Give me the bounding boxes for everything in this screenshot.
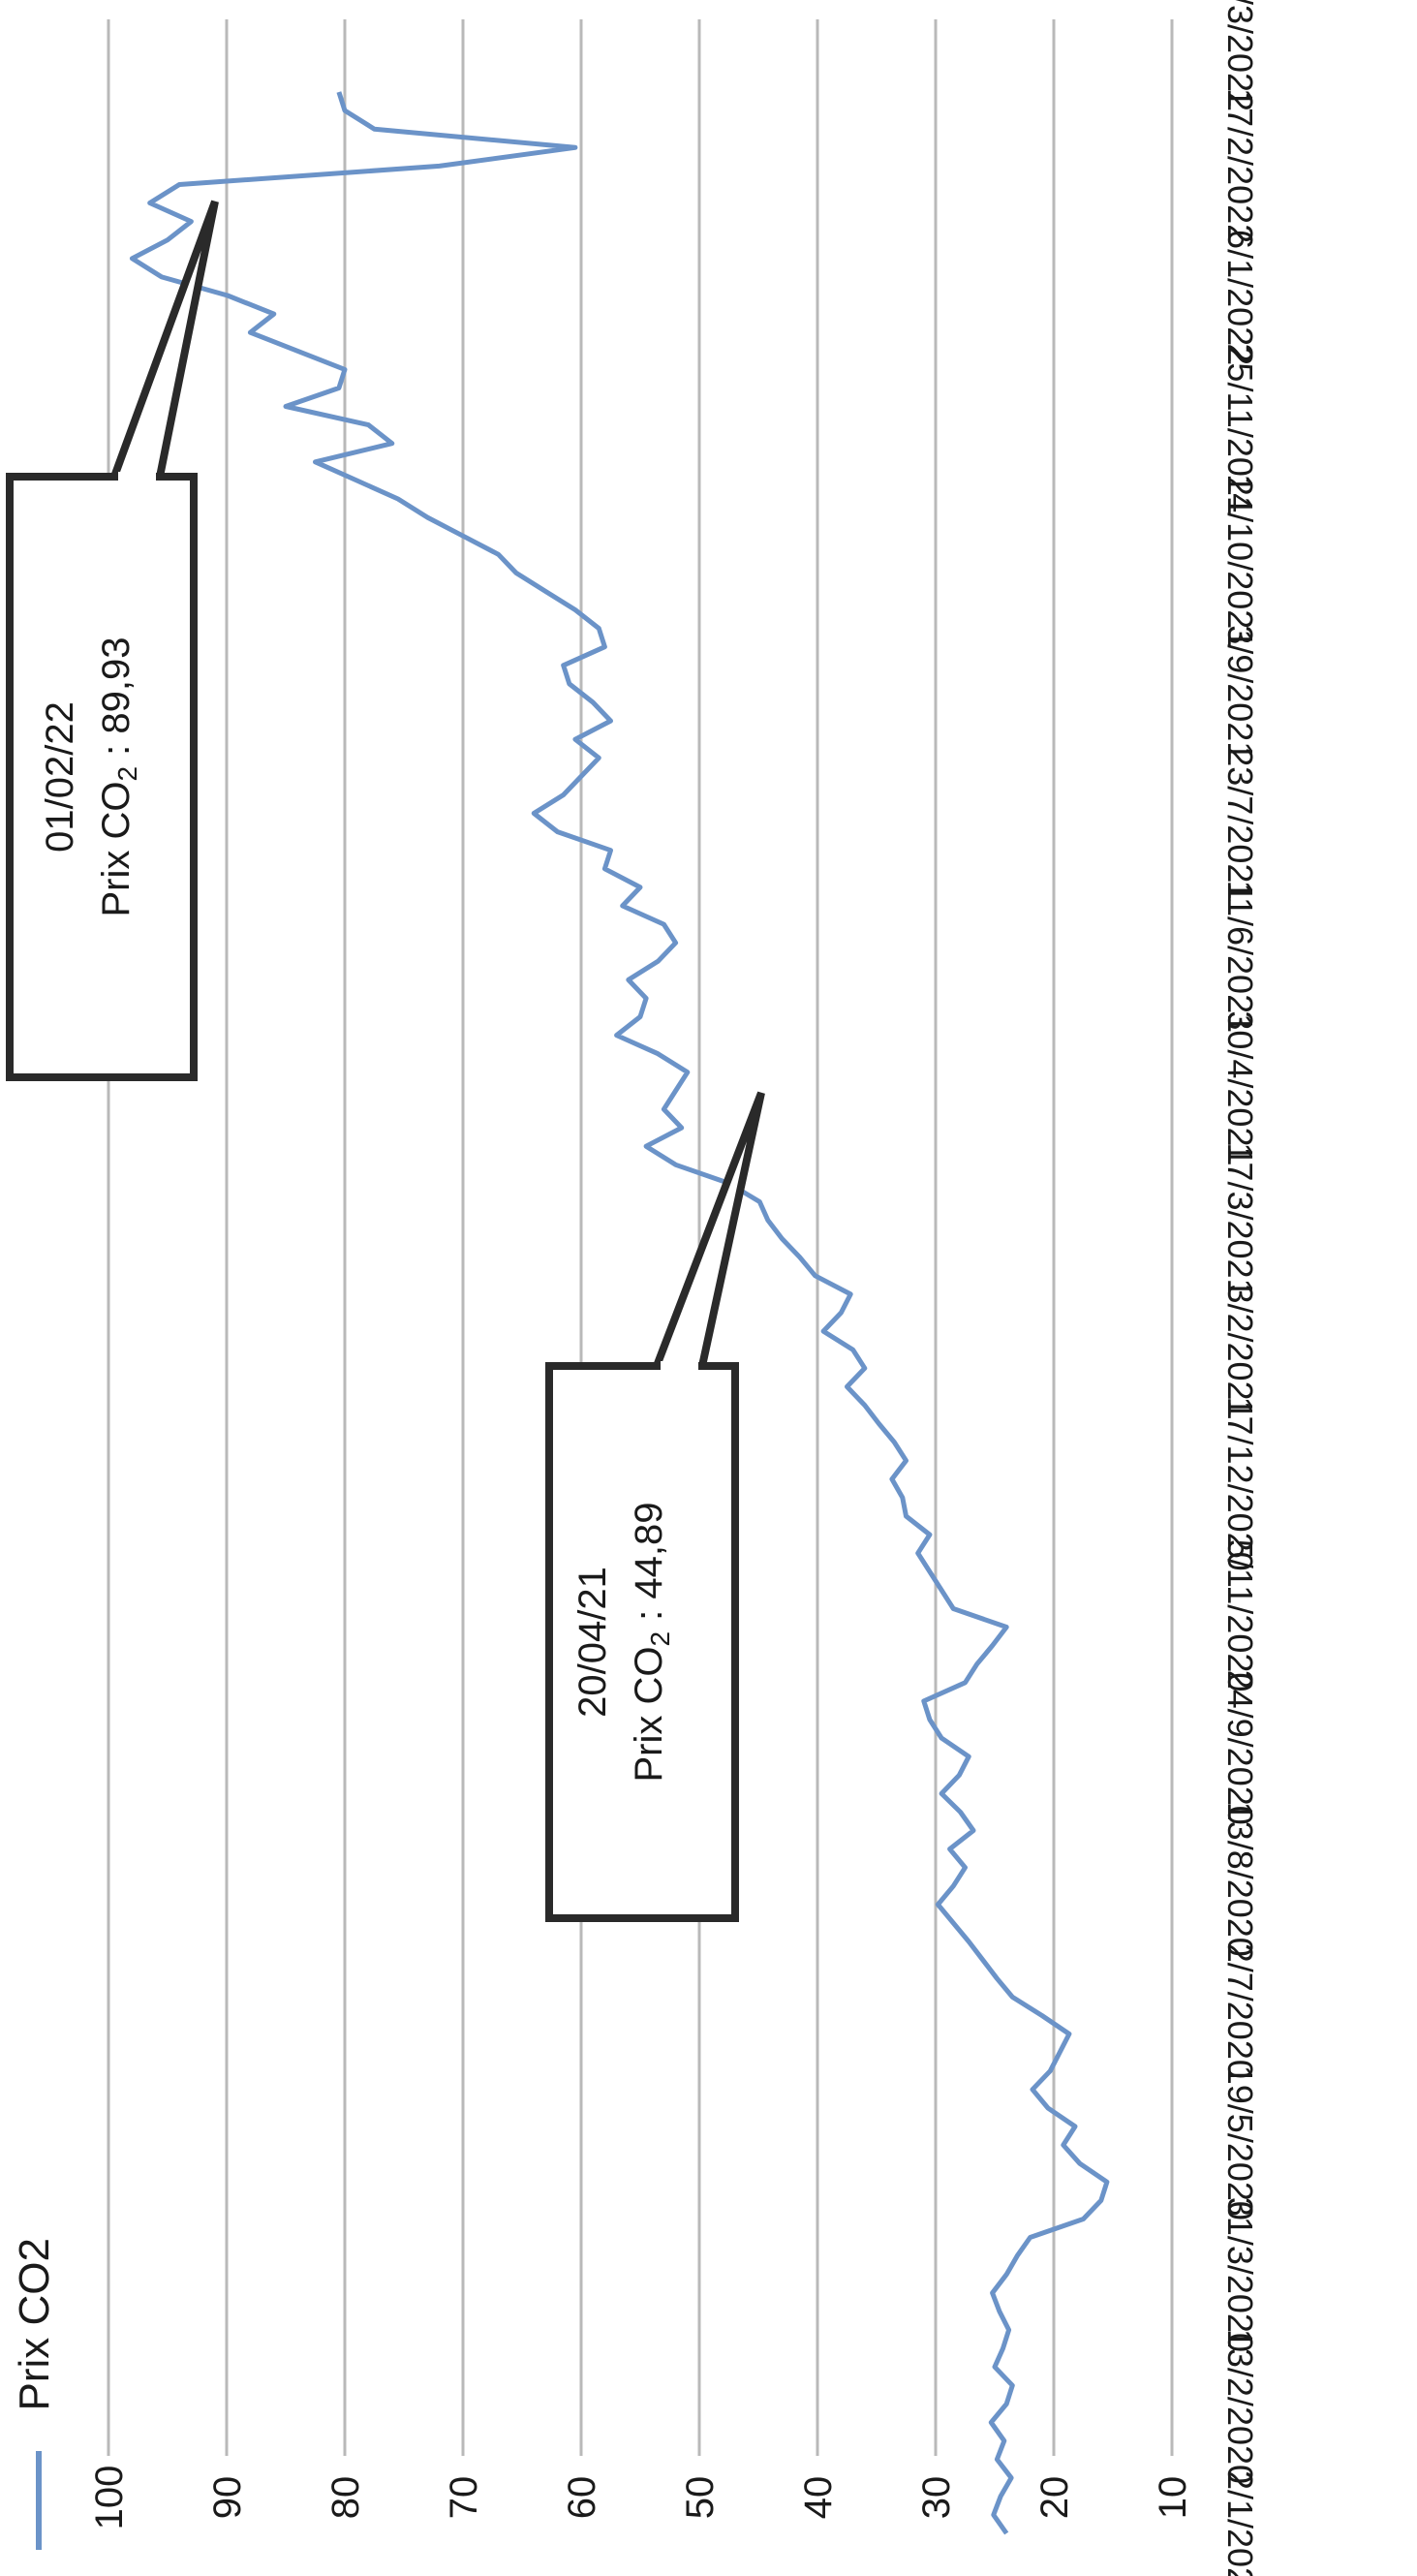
y-tick-label: 90: [206, 2476, 249, 2520]
callout-value: Prix CO2 : 89,93: [95, 636, 142, 916]
y-tick-label: 40: [797, 2476, 840, 2520]
x-tick-label: 17/3/2021: [1220, 1142, 1260, 1297]
x-tick-label: 14/10/2021: [1220, 474, 1260, 648]
x-tick-label: 6/1/2022: [1220, 230, 1260, 365]
y-tick-label: 60: [561, 2476, 603, 2520]
callout: 01/02/22 Prix CO2 : 89,93: [6, 200, 219, 1081]
callout-date: 20/04/21: [571, 1567, 614, 1718]
x-tick-label: 30/4/2021: [1220, 1010, 1260, 1165]
callout-pointer: [110, 200, 219, 479]
legend-label: Prix CO2: [11, 2238, 58, 2410]
x-tick-label: 2/1/2020: [1220, 2470, 1260, 2576]
callout-box: [6, 473, 198, 1081]
callout-value: Prix CO2 : 44,89: [628, 1502, 675, 1782]
x-tick-label: 17/12/2020: [1220, 1396, 1260, 1570]
y-tick-label: 100: [88, 2466, 131, 2530]
x-tick-label: 13/8/2020: [1220, 1802, 1260, 1957]
callout-box: [545, 1362, 739, 1922]
x-tick-label: 24/9/2020: [1220, 1670, 1260, 1825]
y-tick-label: 50: [679, 2476, 722, 2520]
x-tick-label: 25/11/2021: [1220, 343, 1260, 515]
gridlines: [107, 19, 1174, 2456]
callout: 20/04/21 Prix CO2 : 44,89: [545, 1091, 765, 1922]
series-line: [129, 91, 1110, 2535]
y-tick-label: 80: [324, 2476, 367, 2520]
x-tick-label: 2/7/2020: [1220, 1943, 1260, 2079]
y-tick-labels: 100 90 80 70 60 50 40 30 20 10: [88, 2466, 1194, 2530]
callout-pointer: [653, 1091, 765, 1368]
x-tick-label: 17/2/2022: [1220, 88, 1260, 243]
x-tick-label: 11/6/2021: [1220, 881, 1260, 1033]
y-tick-label: 10: [1152, 2476, 1194, 2520]
callout-value-prefix: Prix CO: [95, 782, 138, 917]
callout-value-subscript: 2: [112, 766, 142, 782]
callout-value-prefix: Prix CO: [628, 1647, 670, 1783]
x-tick-label: 5/11/2020: [1220, 1539, 1260, 1691]
series-layer: [129, 91, 1110, 2535]
callout-date: 01/02/22: [39, 701, 81, 853]
x-tick-label: 3/9/2021: [1220, 625, 1260, 760]
x-tick-label: 31/3/2022: [1220, 0, 1260, 111]
callout-value-suffix: : 89,93: [95, 636, 138, 765]
y-tick-label: 30: [915, 2476, 958, 2520]
y-tick-label: 20: [1033, 2476, 1076, 2520]
callout-value-suffix: : 44,89: [628, 1502, 670, 1630]
x-tick-labels: 2/1/202013/2/202031/3/202019/5/20202/7/2…: [1220, 0, 1260, 2576]
x-tick-label: 13/2/2020: [1220, 2329, 1260, 2484]
x-tick-label: 3/2/2021: [1220, 1284, 1260, 1419]
x-tick-label: 23/7/2021: [1220, 747, 1260, 902]
x-tick-label: 19/5/2020: [1220, 2065, 1260, 2220]
callout-value-subscript: 2: [645, 1631, 675, 1647]
x-tick-label: 31/3/2020: [1220, 2197, 1260, 2352]
legend: Prix CO2: [11, 2238, 58, 2550]
y-tick-label: 70: [443, 2476, 485, 2520]
